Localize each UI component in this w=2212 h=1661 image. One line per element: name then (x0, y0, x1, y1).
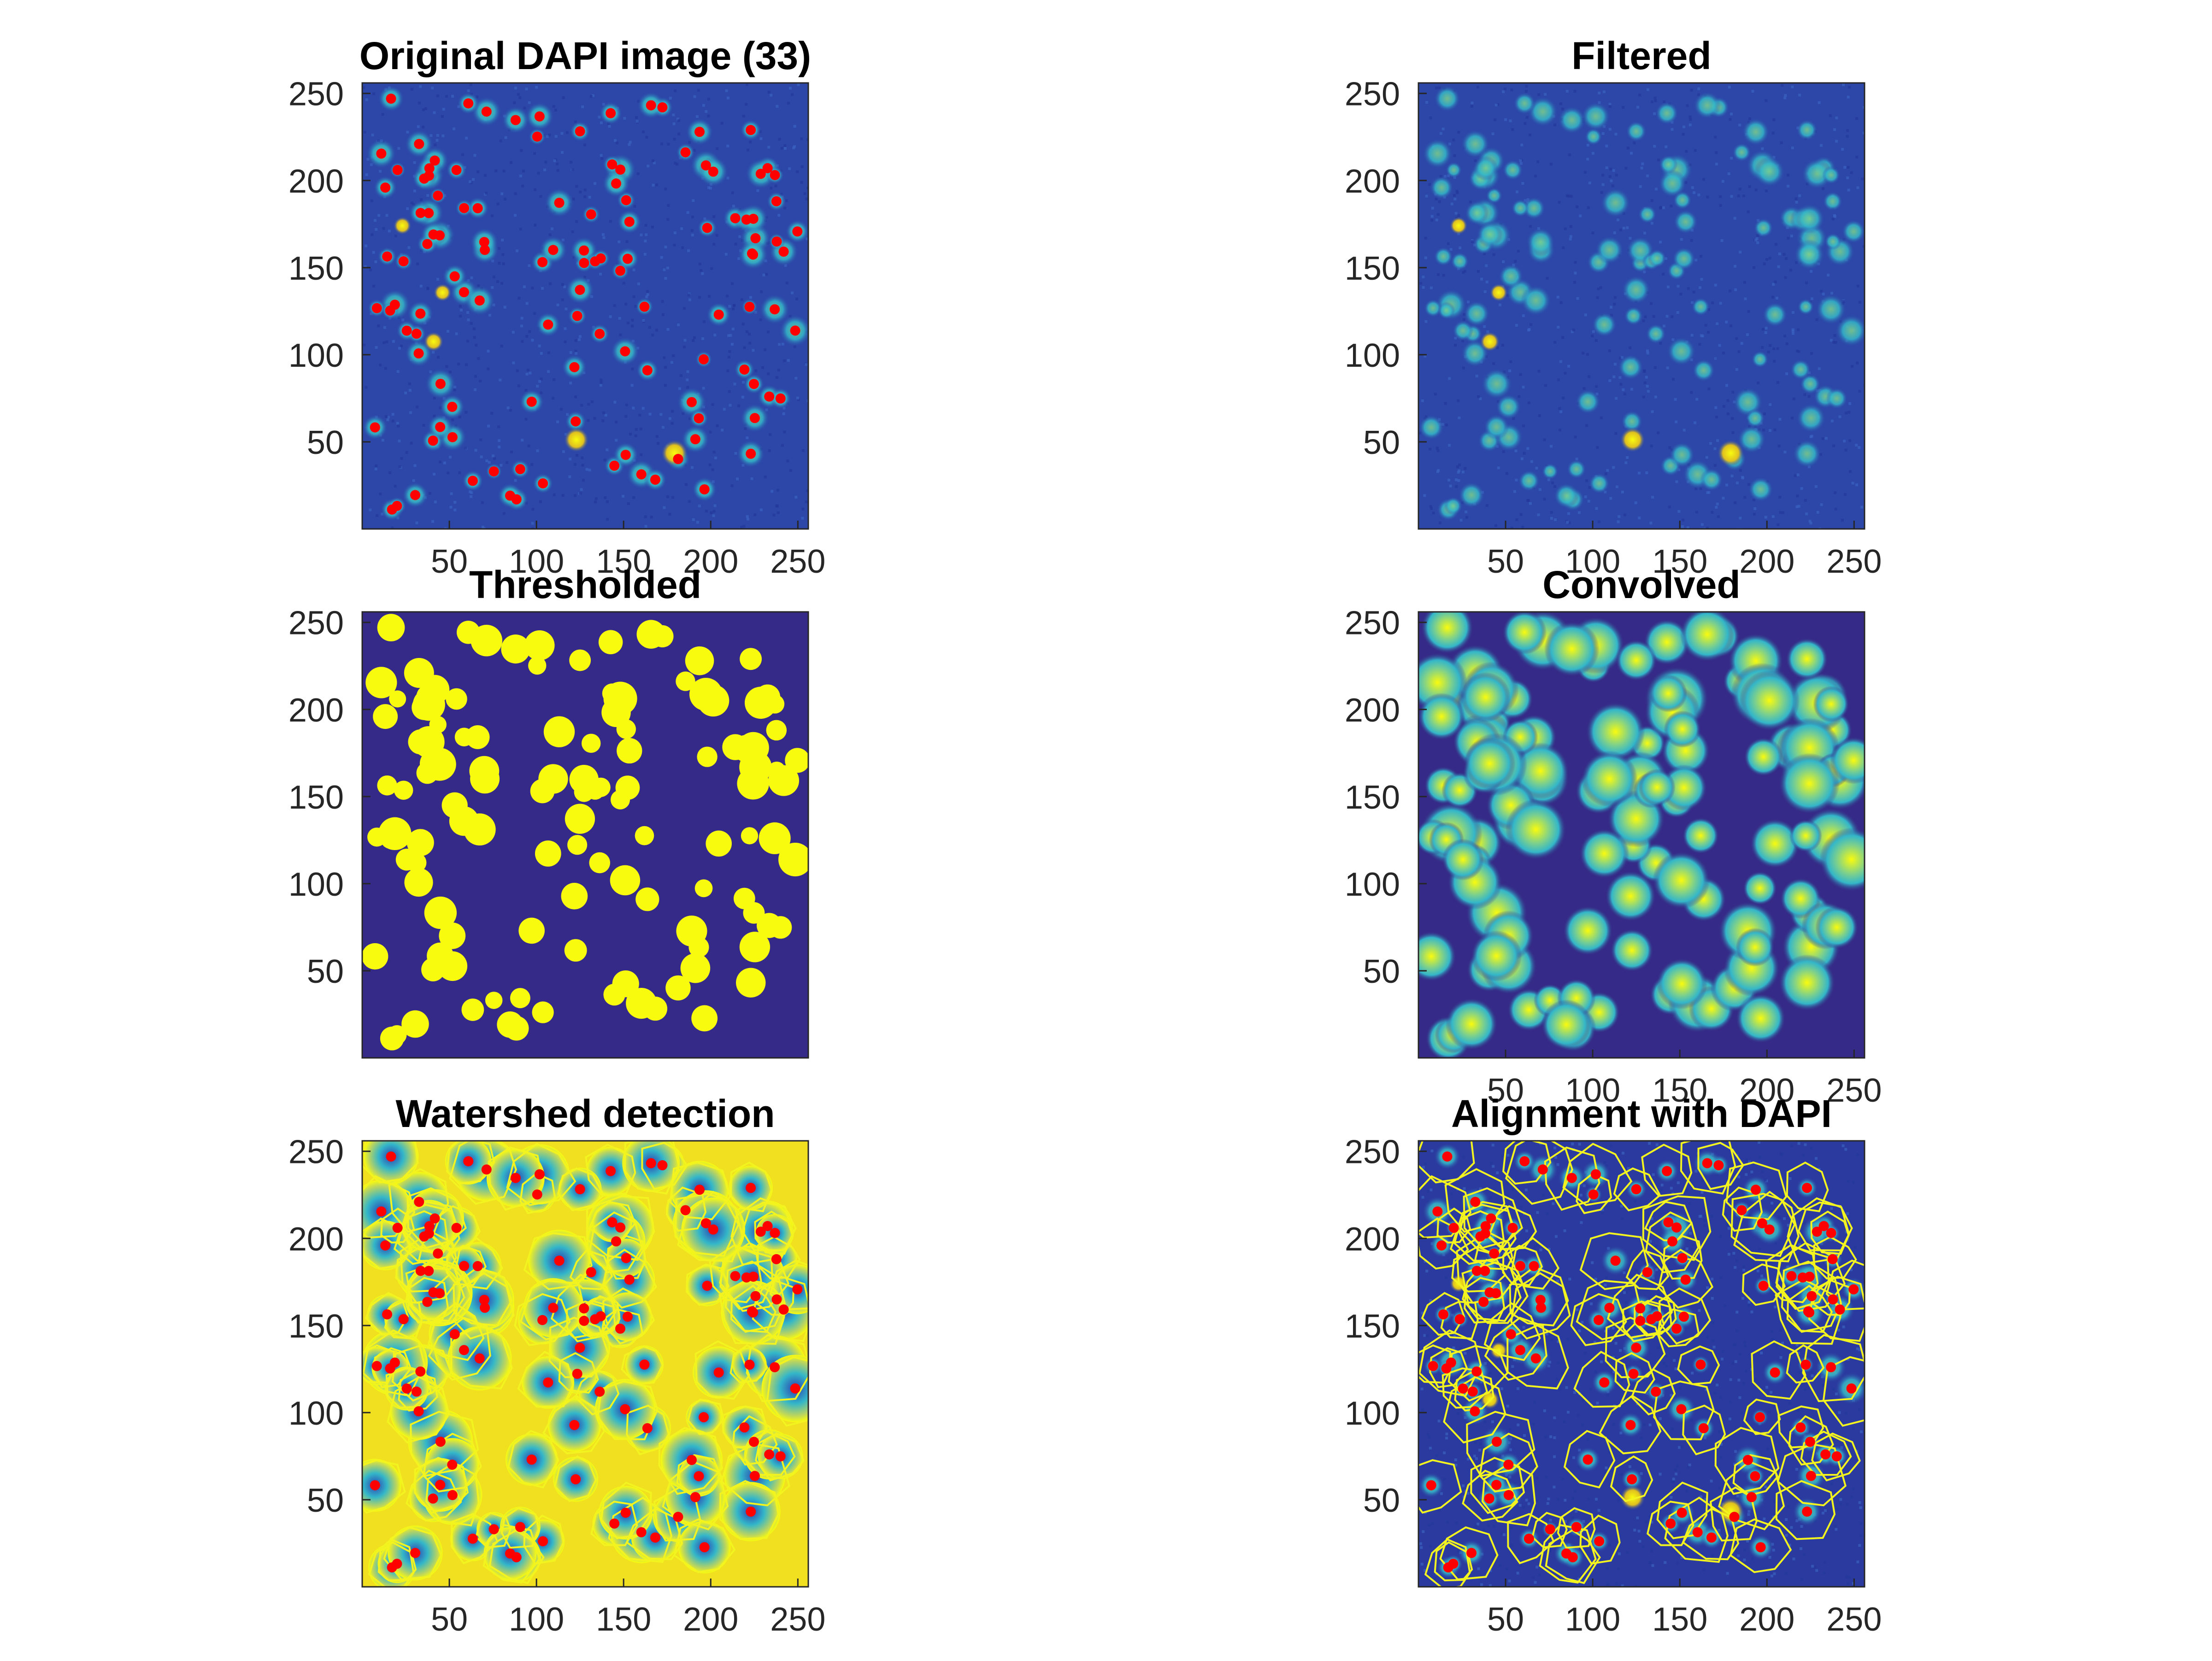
thresholded-ytick: 50 (307, 953, 344, 990)
original-axes-box (361, 82, 809, 530)
watershed-ytick: 200 (288, 1221, 344, 1258)
filtered-title: Filtered (1571, 34, 1711, 77)
convolved-ytick: 100 (1345, 866, 1400, 903)
alignment-segmentation (1418, 1141, 1865, 1587)
watershed-xtick: 250 (770, 1601, 825, 1638)
panel-filtered: Filtered 250 200 150 100 50 50 100 150 200 250 (1345, 34, 1882, 580)
alignment-xtick: 100 (1565, 1601, 1620, 1638)
thresholded-ytick: 100 (288, 866, 344, 903)
convolved-xtick: 100 (1565, 1072, 1620, 1109)
thresholded-ytick: 200 (288, 692, 344, 729)
alignment-xtick: 200 (1739, 1601, 1794, 1638)
alignment-image (1418, 1141, 1865, 1587)
original-ytick: 200 (288, 163, 344, 200)
convolved-image (1418, 612, 1865, 1058)
original-xtick: 250 (770, 543, 825, 580)
filtered-ytick: 250 (1345, 76, 1400, 113)
panel-watershed: Watershed detection 250 200 150 100 50 50 100 15… (288, 1092, 826, 1638)
original-ytick: 50 (307, 424, 344, 461)
panel-convolved: Convolved 250 200 150 100 50 50 100 150 200 250 (1345, 563, 1882, 1109)
thresholded-axes-box (361, 611, 809, 1059)
filtered-image (1418, 83, 1865, 529)
filtered-ytick: 100 (1345, 337, 1400, 374)
watershed-markers (370, 1151, 803, 1573)
alignment-axes-box (1418, 1140, 1865, 1588)
filtered-xtick: 50 (1487, 543, 1524, 580)
convolved-ytick: 150 (1345, 779, 1400, 816)
original-ytick: 150 (288, 250, 344, 287)
convolved-xtick: 50 (1487, 1072, 1524, 1109)
convolved-title: Convolved (1542, 563, 1740, 606)
panel-alignment: Alignment with DAPI 250 200 150 100 50 50 100 15… (1345, 1092, 1882, 1638)
watershed-ytick: 100 (288, 1395, 344, 1432)
watershed-image (362, 1141, 808, 1587)
filtered-axes-box (1418, 82, 1865, 530)
watershed-ytick: 150 (288, 1308, 344, 1345)
alignment-title: Alignment with DAPI (1451, 1092, 1832, 1135)
original-xtick: 50 (431, 543, 468, 580)
alignment-ytick: 50 (1363, 1482, 1400, 1519)
panel-original: Original DAPI image (33) 250 200 150 100 50 50… (288, 34, 826, 580)
alignment-ytick: 150 (1345, 1308, 1400, 1345)
filtered-xtick: 200 (1739, 543, 1794, 580)
alignment-ytick: 100 (1345, 1395, 1400, 1432)
watershed-xtick: 50 (431, 1601, 468, 1638)
convolved-ytick: 250 (1345, 605, 1400, 642)
convolved-xtick: 250 (1826, 1072, 1882, 1109)
convolved-xtick: 150 (1652, 1072, 1707, 1109)
watershed-xtick: 100 (509, 1601, 564, 1638)
watershed-xtick: 200 (683, 1601, 738, 1638)
filtered-ytick: 200 (1345, 163, 1400, 200)
filtered-xtick: 150 (1652, 543, 1707, 580)
convolved-ytick: 200 (1345, 692, 1400, 729)
alignment-xtick: 250 (1826, 1601, 1882, 1638)
original-markers (370, 94, 803, 515)
convolved-ytick: 50 (1363, 953, 1400, 990)
original-xtick: 200 (683, 543, 738, 580)
convolved-axes-box (1418, 611, 1865, 1059)
original-xtick: 150 (596, 543, 651, 580)
original-ytick: 250 (288, 76, 344, 113)
filtered-xtick: 100 (1565, 543, 1620, 580)
filtered-ytick: 50 (1363, 424, 1400, 461)
watershed-title: Watershed detection (395, 1092, 775, 1135)
watershed-xtick: 150 (596, 1601, 651, 1638)
thresholded-title: Thresholded (469, 563, 701, 606)
alignment-markers (1426, 1151, 1859, 1573)
filtered-ytick: 150 (1345, 250, 1400, 287)
alignment-ytick: 250 (1345, 1134, 1400, 1171)
watershed-axes-box (361, 1140, 809, 1588)
thresholded-ytick: 150 (288, 779, 344, 816)
original-title: Original DAPI image (33) (359, 34, 811, 77)
alignment-ytick: 200 (1345, 1221, 1400, 1258)
watershed-ytick: 50 (307, 1482, 344, 1519)
thresholded-ytick: 250 (288, 605, 344, 642)
thresholded-image (362, 612, 808, 1058)
watershed-ytick: 250 (288, 1134, 344, 1171)
alignment-xtick: 50 (1487, 1601, 1524, 1638)
filtered-xtick: 250 (1826, 543, 1882, 580)
original-image (362, 83, 808, 529)
panel-thresholded: Thresholded 250 200 150 100 50 (288, 563, 809, 1059)
original-xtick: 100 (509, 543, 564, 580)
alignment-xtick: 150 (1652, 1601, 1707, 1638)
convolved-xtick: 200 (1739, 1072, 1794, 1109)
original-ytick: 100 (288, 337, 344, 374)
